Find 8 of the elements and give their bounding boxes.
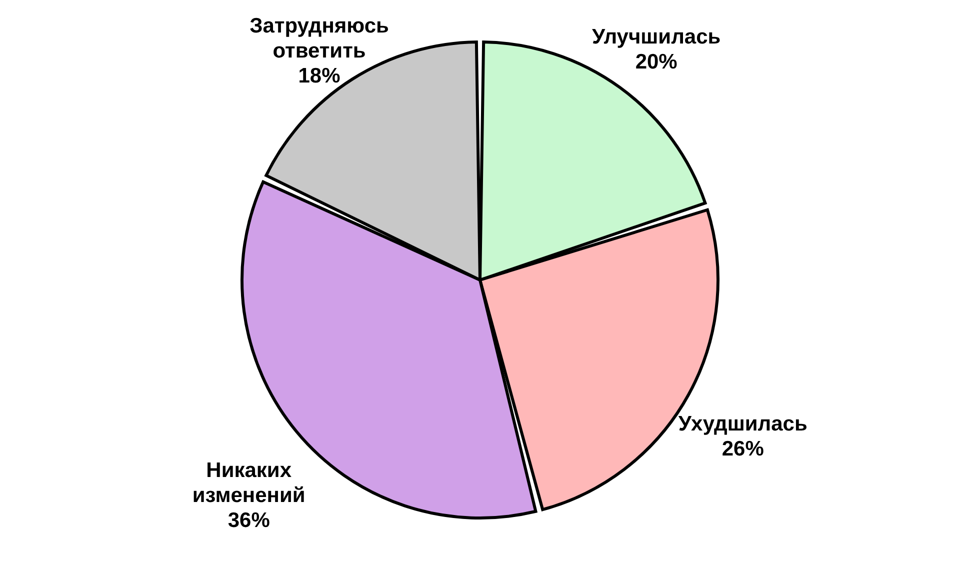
- data-label: 36%: [228, 509, 270, 532]
- slice-label: Улучшилась: [592, 25, 721, 48]
- data-label: 20%: [635, 50, 678, 74]
- data-label: 26%: [722, 438, 764, 461]
- slice-label: Затрудняюсь ответить: [250, 14, 390, 63]
- slice-label: Ухудшилась: [678, 412, 808, 436]
- slice-label: Никаких изменений: [192, 459, 306, 508]
- data-label: 18%: [298, 64, 341, 88]
